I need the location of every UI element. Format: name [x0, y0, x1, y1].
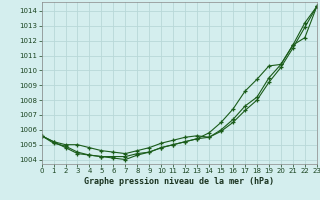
- X-axis label: Graphe pression niveau de la mer (hPa): Graphe pression niveau de la mer (hPa): [84, 177, 274, 186]
